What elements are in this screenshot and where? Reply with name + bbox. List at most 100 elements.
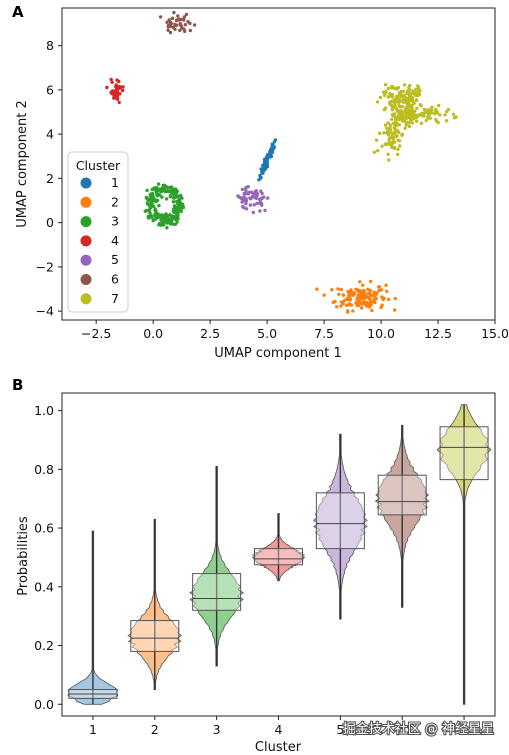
cluster-7-point	[404, 123, 408, 127]
cluster-3-point	[167, 217, 171, 222]
cluster-3-point	[155, 191, 159, 196]
violin-x-ticks: 1 2 3 4 5 6 7	[89, 716, 468, 737]
cluster-7-point	[393, 125, 397, 129]
legend-swatch-5	[80, 254, 92, 266]
cluster-4-point	[115, 86, 119, 90]
cluster-7-point	[387, 130, 392, 134]
cluster-3-point	[179, 209, 183, 214]
cluster-3-point	[180, 196, 184, 200]
cluster-7-point	[397, 99, 402, 104]
cluster-3-point	[152, 196, 156, 200]
cluster-2-point	[387, 297, 391, 302]
legend-swatch-4	[80, 235, 92, 247]
violin-y-tick-label: 0.2	[34, 638, 54, 653]
cluster-7-point	[399, 94, 403, 99]
umap-scatter-chart: −2.5 0.0 2.5 5.0 7.5 10.0 12.5 15.0 −4 −2 0 2 4 6 8 U…	[15, 7, 509, 361]
cluster-7-point	[380, 144, 384, 148]
cluster-5-point	[258, 197, 262, 202]
cluster-5-point	[262, 195, 266, 199]
cluster-2-point	[379, 305, 383, 310]
cluster-7-point	[396, 138, 400, 142]
cluster-7-point	[451, 112, 456, 117]
cluster-1-point	[258, 176, 262, 181]
cluster-5-point	[266, 196, 270, 200]
probability-violin-chart: 1 2 3 4 5 6 7 0.0 0.2 0.4 0.6 0.8 1.0 Cluster Proba…	[16, 392, 496, 755]
cluster-3-point	[169, 189, 173, 193]
cluster-7-point	[416, 90, 421, 95]
legend-swatch-2	[80, 196, 92, 208]
cluster-4-point	[115, 89, 119, 93]
cluster-3-point	[147, 197, 151, 201]
cluster-3-point	[174, 190, 178, 194]
cluster-2-point	[340, 300, 345, 304]
scatter-y-axis-label: UMAP component 2	[15, 100, 30, 228]
cluster-5-point	[252, 203, 256, 207]
cluster-2-point	[356, 303, 360, 308]
legend-label-3: 3	[111, 214, 119, 229]
cluster-2-point	[333, 299, 337, 304]
cluster-7-point	[438, 113, 442, 117]
violin-cluster-2	[127, 518, 183, 690]
cluster-7-point	[398, 116, 402, 120]
cluster-7-point	[437, 103, 441, 108]
boxplot-box-7	[439, 426, 489, 481]
cluster-7-point	[390, 92, 394, 97]
cluster-4-point	[109, 77, 113, 82]
cluster-2-points	[315, 279, 397, 314]
cluster-7-point	[419, 121, 424, 126]
cluster-7-point	[409, 116, 414, 121]
cluster-2-point	[364, 294, 368, 298]
scatter-x-ticks: −2.5 0.0 2.5 5.0 7.5 10.0 12.5 15.0	[81, 320, 509, 341]
cluster-7-point	[452, 116, 456, 120]
cluster-7-point	[408, 95, 412, 100]
cluster-7-point	[399, 113, 403, 117]
cluster-5-point	[263, 208, 267, 213]
legend-swatch-1	[80, 177, 92, 189]
cluster-5-point	[255, 191, 259, 196]
cluster-7-point	[398, 105, 402, 109]
cluster-3-point	[157, 203, 161, 208]
cluster-6-point	[171, 25, 175, 30]
cluster-3-point	[150, 215, 154, 220]
cluster-2-point	[372, 297, 376, 301]
cluster-5-point	[244, 186, 248, 190]
cluster-3-point	[148, 193, 152, 198]
legend-label-7: 7	[111, 291, 119, 306]
cluster-2-point	[369, 279, 373, 284]
cluster-2-point	[373, 300, 377, 305]
cluster-7-point	[416, 84, 420, 88]
cluster-7-point	[396, 129, 400, 133]
cluster-2-point	[337, 292, 341, 296]
scatter-y-tick-label: 4	[46, 127, 54, 142]
cluster-4-point	[110, 80, 114, 84]
cluster-4-point	[114, 83, 119, 87]
scatter-x-axis-label: UMAP component 1	[214, 346, 342, 361]
cluster-7-point	[384, 91, 388, 95]
violin-cluster-5	[312, 433, 368, 620]
cluster-5-point	[249, 197, 253, 201]
boxplot-box-5	[315, 492, 365, 550]
cluster-7-point	[407, 121, 411, 125]
cluster-4-point	[115, 94, 120, 98]
cluster-5-points	[236, 185, 270, 215]
cluster-7-point	[434, 119, 439, 123]
violin-cluster-7	[436, 404, 492, 705]
cluster-7-point	[387, 158, 391, 162]
cluster-5-point	[250, 194, 255, 199]
cluster-5-point	[249, 190, 253, 194]
cluster-6-point	[188, 28, 192, 33]
cluster-2-point	[359, 301, 364, 305]
cluster-5-point	[254, 189, 258, 193]
cluster-7-point	[398, 109, 403, 113]
cluster-6-point	[166, 23, 171, 27]
cluster-3-point	[168, 195, 173, 199]
cluster-7-point	[444, 119, 449, 123]
watermark-text: 掘金技术社区 @ 神经星星	[343, 721, 494, 737]
scatter-y-tick-label: 2	[46, 171, 54, 186]
cluster-3-point	[176, 202, 181, 207]
cluster-6-point	[180, 26, 184, 30]
cluster-7-point	[396, 147, 400, 151]
cluster-3-point	[152, 186, 156, 190]
cluster-3-point	[145, 188, 149, 193]
cluster-7-point	[393, 145, 397, 150]
